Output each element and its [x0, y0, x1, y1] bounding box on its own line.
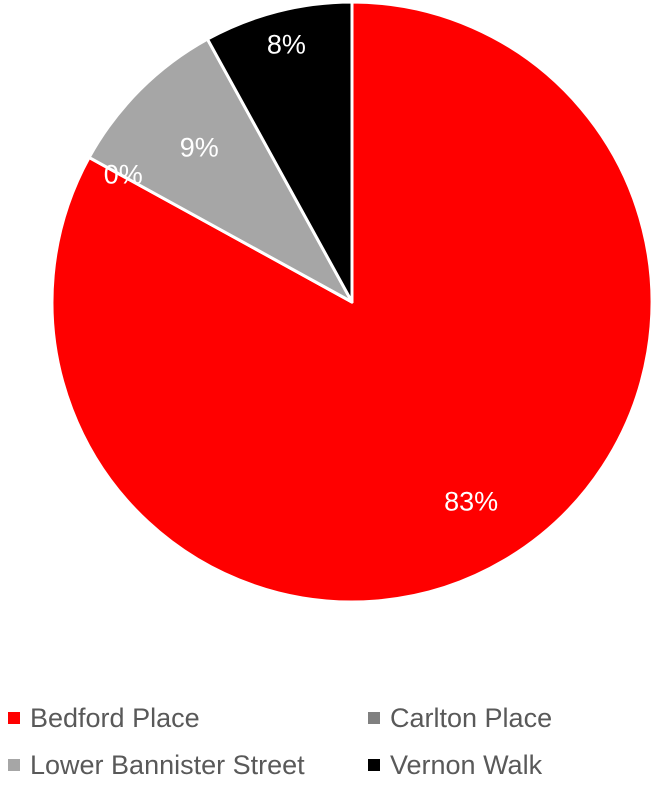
- legend-label-carlton-place: Carlton Place: [390, 702, 553, 733]
- legend-label-bedford-place: Bedford Place: [30, 702, 200, 733]
- legend-item-carlton-place: Carlton Place: [368, 698, 552, 738]
- legend-swatch-vernon-walk: [368, 759, 380, 771]
- legend-item-lower-bannister-street: Lower Bannister Street: [8, 745, 305, 785]
- data-label-lower-bannister-street: 9%: [180, 132, 219, 162]
- legend: Bedford Place Carlton Place Lower Bannis…: [0, 690, 655, 790]
- legend-swatch-bedford-place: [8, 712, 20, 724]
- legend-label-lower-bannister-street: Lower Bannister Street: [30, 749, 305, 780]
- legend-swatch-lower-bannister-street: [8, 759, 20, 771]
- data-label-bedford-place: 83%: [444, 487, 498, 517]
- legend-swatch-carlton-place: [368, 712, 380, 724]
- legend-item-vernon-walk: Vernon Walk: [368, 745, 542, 785]
- data-label-vernon-walk: 8%: [267, 29, 306, 59]
- pie-slice-vernon-walk: [205, 0, 354, 304]
- legend-label-vernon-walk: Vernon Walk: [390, 749, 543, 780]
- data-label-carlton-place: 0%: [104, 159, 143, 189]
- legend-item-bedford-place: Bedford Place: [8, 698, 200, 738]
- pie-chart: 83% 0% 9% 8%: [50, 0, 654, 604]
- pie-slice-lower-bannister-street: [87, 37, 354, 304]
